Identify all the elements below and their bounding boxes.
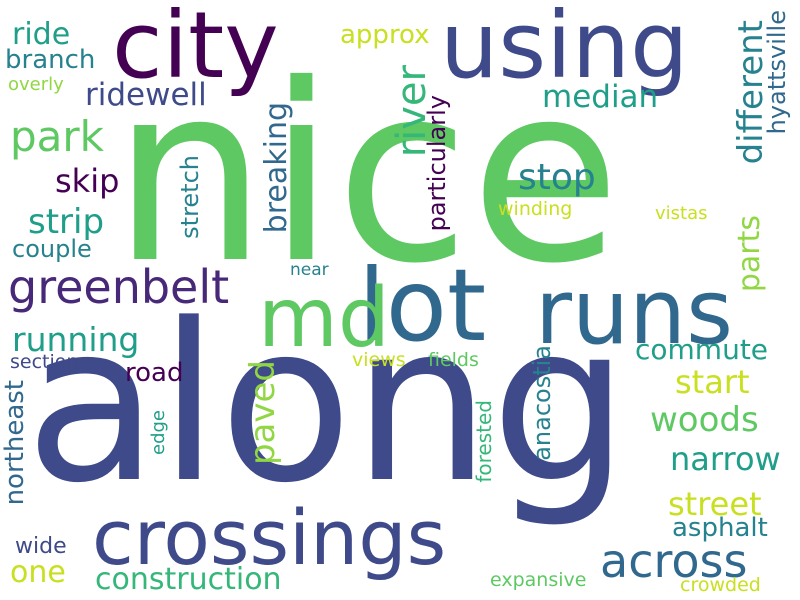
word-median: median (542, 79, 659, 115)
word-parts: parts (732, 215, 767, 293)
word-one: one (10, 555, 66, 590)
word-anacostia: anacostia (528, 345, 556, 461)
word-fields: fields (428, 349, 479, 371)
word-lot: lot (358, 247, 487, 364)
word-views: views (352, 349, 406, 371)
word-winding: winding (498, 198, 573, 220)
word-running: running (12, 320, 140, 359)
word-across: across (600, 534, 748, 588)
word-greenbelt: greenbelt (8, 260, 230, 314)
word-commute: commute (635, 333, 769, 366)
word-northeast: northeast (0, 380, 30, 506)
word-ridewell: ridewell (85, 77, 207, 113)
word-vistas: vistas (655, 203, 708, 224)
word-strip: strip (28, 202, 105, 242)
word-particularly: particularly (423, 95, 451, 232)
word-section: section (10, 351, 79, 373)
word-overly: overly (8, 74, 64, 95)
word-crossings: crossings (92, 493, 447, 582)
word-runs: runs (535, 260, 733, 365)
word-near: near (290, 260, 329, 280)
word-hyattsville: hyattsville (763, 10, 791, 135)
word-construction: construction (95, 562, 282, 597)
word-ride: ride (12, 17, 71, 52)
word-start: start (675, 363, 750, 401)
word-park: park (10, 112, 104, 161)
word-narrow: narrow (670, 440, 781, 478)
word-breaking: breaking (259, 102, 294, 234)
word-stretch: stretch (176, 155, 204, 239)
word-paved: paved (243, 360, 283, 466)
word-using: using (440, 0, 689, 99)
word-road: road (125, 358, 184, 388)
word-street: street (668, 485, 762, 523)
word-wide: wide (15, 534, 67, 559)
word-branch: branch (5, 45, 96, 75)
word-expansive: expansive (490, 569, 587, 591)
word-asphalt: asphalt (672, 513, 768, 543)
word-city: city (112, 0, 279, 99)
word-along: along (25, 278, 630, 531)
word-woods: woods (650, 400, 759, 440)
word-skip: skip (55, 162, 120, 200)
word-couple: couple (12, 235, 92, 263)
word-edge: edge (148, 410, 169, 455)
word-crowded: crowded (680, 574, 761, 596)
word-nice: nice (112, 32, 621, 317)
word-stop: stop (518, 157, 596, 198)
word-forested: forested (472, 400, 496, 483)
word-approx: approx (340, 20, 430, 50)
word-md: md (258, 271, 390, 366)
